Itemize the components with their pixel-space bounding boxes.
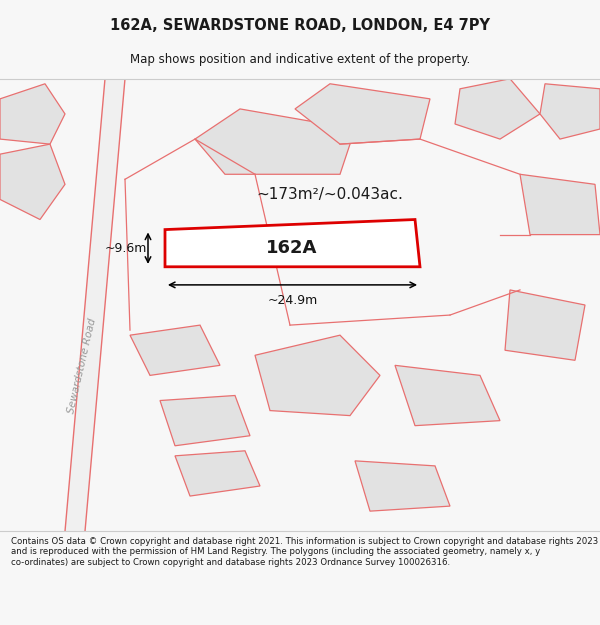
Polygon shape bbox=[65, 79, 125, 531]
Polygon shape bbox=[505, 290, 585, 360]
Text: ~9.6m: ~9.6m bbox=[105, 242, 147, 254]
Polygon shape bbox=[0, 144, 65, 219]
Polygon shape bbox=[295, 84, 430, 144]
Polygon shape bbox=[0, 84, 65, 144]
Polygon shape bbox=[130, 325, 220, 376]
Polygon shape bbox=[540, 84, 600, 139]
Polygon shape bbox=[255, 335, 380, 416]
Polygon shape bbox=[355, 461, 450, 511]
Polygon shape bbox=[175, 451, 260, 496]
Text: Sewardstone Road: Sewardstone Road bbox=[66, 317, 98, 414]
Polygon shape bbox=[165, 219, 420, 267]
Polygon shape bbox=[195, 109, 355, 174]
Polygon shape bbox=[160, 396, 250, 446]
Text: 162A, SEWARDSTONE ROAD, LONDON, E4 7PY: 162A, SEWARDSTONE ROAD, LONDON, E4 7PY bbox=[110, 18, 490, 32]
Polygon shape bbox=[455, 79, 540, 139]
Text: ~173m²/~0.043ac.: ~173m²/~0.043ac. bbox=[257, 187, 403, 202]
Text: 162A: 162A bbox=[266, 239, 317, 257]
Text: Contains OS data © Crown copyright and database right 2021. This information is : Contains OS data © Crown copyright and d… bbox=[11, 537, 598, 567]
Polygon shape bbox=[395, 366, 500, 426]
Text: Map shows position and indicative extent of the property.: Map shows position and indicative extent… bbox=[130, 53, 470, 66]
Polygon shape bbox=[520, 174, 600, 234]
Text: ~24.9m: ~24.9m bbox=[268, 294, 317, 308]
